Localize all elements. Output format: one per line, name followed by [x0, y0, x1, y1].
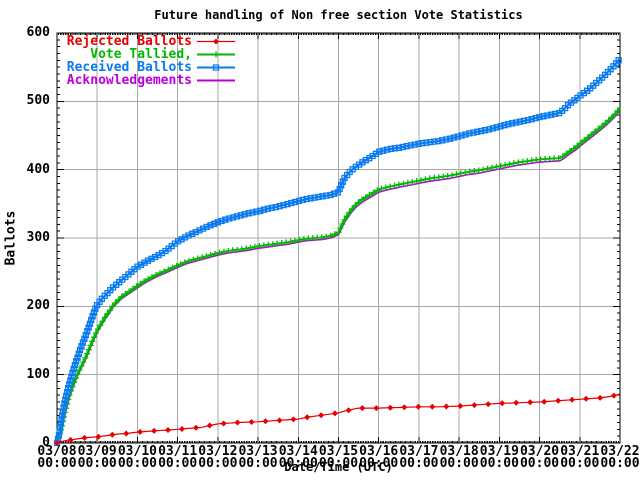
x-tick-time: 00:00 [359, 456, 399, 471]
x-tick-label: 03/21 00:00 [548, 444, 612, 471]
x-tick-date: 03/21 [560, 444, 600, 459]
x-tick-time: 00:00 [77, 456, 117, 471]
x-tick-label: 03/20 00:00 [508, 444, 572, 471]
x-tick-date: 03/17 [399, 444, 439, 459]
x-tick-label: 03/17 00:00 [387, 444, 451, 471]
y-tick-label: 100 [26, 366, 50, 382]
x-tick-label: 03/15 00:00 [307, 444, 371, 471]
legend-row: Vote Tallied, [58, 48, 236, 61]
x-tick-time: 00:00 [117, 456, 157, 471]
x-tick-date: 03/10 [117, 444, 157, 459]
x-tick-date: 03/22 [600, 444, 640, 459]
series-received-ballots-markers [53, 57, 622, 447]
series-vote-tallied-markers [54, 107, 621, 446]
grid-lines [57, 33, 620, 443]
x-tick-label: 03/19 00:00 [467, 444, 531, 471]
chart-title: Future handling of Non free section Vote… [154, 8, 523, 22]
x-tick-time: 00:00 [198, 456, 238, 471]
x-tick-time: 00:00 [560, 456, 600, 471]
x-tick-time: 00:00 [318, 456, 359, 471]
legend-row: Received Ballots [58, 61, 236, 74]
x-tick-label: 03/10 00:00 [105, 444, 169, 471]
x-tick-label: 03/09 00:00 [65, 444, 129, 471]
legend-label: Received Ballots [66, 60, 192, 75]
y-tick-label: 200 [26, 298, 50, 314]
legend: Rejected Ballots Vote Tallied, Received Ba… [58, 35, 236, 87]
y-tick-label: 600 [26, 25, 50, 40]
y-tick-label: 300 [26, 230, 50, 245]
x-tick-time: 00:00 [399, 456, 439, 471]
x-tick-date: 03/19 [479, 444, 519, 459]
x-tick-label: 03/11 00:00 [146, 444, 210, 471]
legend-label: Acknowledgements [66, 73, 192, 88]
x-tick-date: 03/14 [278, 444, 318, 459]
x-tick-label: 03/08 00:00 [25, 444, 89, 471]
x-tick-date: 03/15 [318, 444, 359, 459]
x-tick-time: 00:00 [600, 456, 640, 471]
x-tick-date: 03/12 [198, 444, 238, 459]
legend-sample-line [197, 64, 235, 71]
x-tick-date: 03/16 [359, 444, 399, 459]
x-tick-time: 00:00 [278, 456, 318, 471]
x-tick-label: 03/18 00:00 [427, 444, 491, 471]
legend-label: Rejected Ballots [66, 34, 192, 49]
legend-label: Vote Tallied, [90, 47, 192, 62]
x-tick-date: 03/13 [238, 444, 278, 459]
legend-sample-line [197, 51, 235, 58]
legend-sample-line [197, 38, 235, 45]
x-tick-label: 03/14 00:00 [266, 444, 330, 471]
y-tick-label: 500 [26, 93, 50, 109]
x-tick-time: 00:00 [37, 456, 77, 471]
x-tick-date: 03/09 [77, 444, 117, 459]
x-tick-time: 00:00 [519, 456, 560, 471]
x-tick-time: 00:00 [439, 456, 479, 471]
x-tick-label: 03/16 00:00 [347, 444, 411, 471]
series-rejected-ballots-line [56, 393, 621, 444]
x-tick-date: 03/18 [439, 444, 479, 459]
y-tick-label: 400 [26, 161, 50, 177]
x-tick-date: 03/11 [158, 444, 198, 459]
legend-sample-line [197, 79, 235, 82]
series-rejected-ballots-markers [54, 392, 617, 446]
y-tick-label: 0 [42, 435, 50, 450]
legend-row: Rejected Ballots [58, 35, 236, 48]
x-tick-label: 03/12 00:00 [186, 444, 250, 471]
x-tick-label: 03/22 00:00 [588, 444, 640, 471]
x-tick-label: 03/13 00:00 [226, 444, 290, 471]
x-tick-time: 00:00 [479, 456, 519, 471]
x-tick-date: 03/20 [519, 444, 560, 459]
x-tick-date: 03/08 [37, 444, 77, 459]
x-axis-title: Date/Time (UTC) [284, 460, 393, 474]
x-tick-time: 00:00 [238, 456, 278, 471]
x-tick-time: 00:00 [158, 456, 198, 471]
legend-row: Acknowledgements [58, 74, 236, 87]
